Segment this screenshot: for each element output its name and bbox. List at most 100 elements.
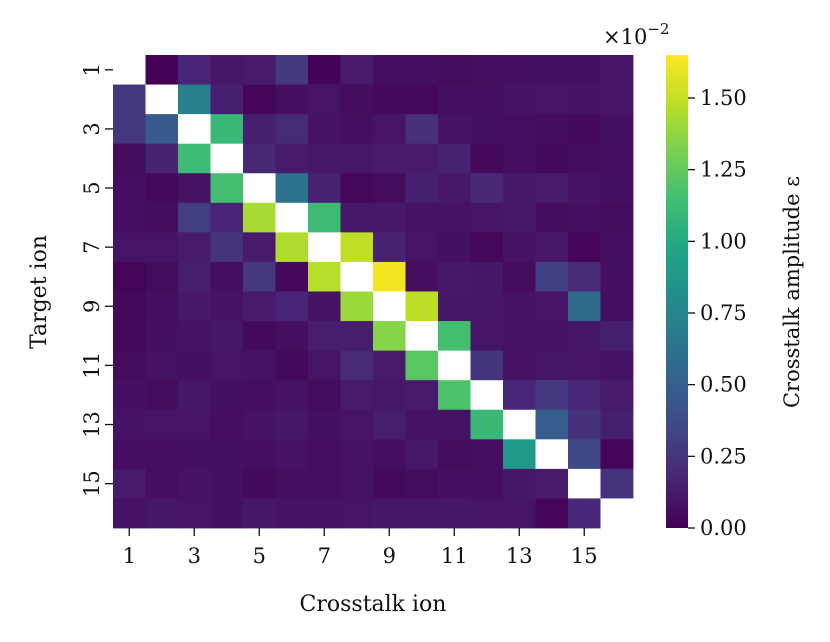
heatmap-cell — [178, 232, 211, 263]
heatmap-cell — [503, 84, 536, 115]
heatmap-cell — [308, 380, 341, 411]
heatmap-cell — [178, 498, 211, 529]
heatmap-cell — [340, 439, 374, 470]
colorbar-multiplier-base: ×10 — [603, 25, 647, 49]
heatmap-cell — [243, 321, 276, 352]
heatmap-cell — [178, 261, 211, 292]
heatmap-cell — [243, 468, 276, 499]
heatmap-cell — [470, 114, 504, 145]
heatmap-cell — [535, 439, 569, 470]
heatmap-cell — [600, 114, 634, 145]
heatmap-cell — [438, 232, 471, 263]
heatmap-cell — [568, 350, 601, 381]
heatmap-cell — [535, 202, 569, 233]
heatmap-cell — [503, 173, 536, 204]
heatmap-cell — [503, 202, 536, 233]
heatmap-cell — [600, 350, 634, 381]
heatmap-cell — [373, 498, 406, 529]
heatmap-cell — [535, 114, 569, 145]
colorbar-tick-label: 1.25 — [700, 158, 747, 182]
y-tick-label: 9 — [80, 300, 104, 313]
heatmap-cell — [438, 380, 471, 411]
heatmap-cell — [308, 232, 341, 263]
heatmap-cell — [308, 173, 341, 204]
heatmap-cell — [178, 114, 211, 145]
heatmap-cell — [405, 232, 439, 263]
heatmap-cell — [535, 261, 569, 292]
heatmap-cell — [568, 498, 601, 529]
heatmap-cell — [470, 468, 504, 499]
heatmap-cell — [113, 380, 146, 411]
colorbar: 0.00 0.25 0.50 0.75 1.00 1.25 1.50 Crosstalk a… — [603, 20, 804, 540]
heatmap-cell — [113, 232, 146, 263]
heatmap-cell — [503, 291, 536, 322]
heatmap-cell — [405, 350, 439, 381]
heatmap-cell — [503, 409, 536, 440]
heatmap-cell — [568, 84, 601, 115]
heatmap-cell — [438, 498, 471, 529]
heatmap-cell — [568, 232, 601, 263]
heatmap-cell — [405, 439, 439, 470]
heatmap-cell — [308, 468, 341, 499]
heatmap-cell — [405, 321, 439, 352]
heatmap-cell — [113, 143, 146, 174]
colorbar-ticks: 0.00 0.25 0.50 0.75 1.00 1.25 1.50 — [688, 86, 747, 540]
x-tick-label: 7 — [318, 544, 331, 568]
heatmap-cell — [340, 55, 374, 85]
heatmap-cell — [535, 321, 569, 352]
heatmap-cell — [340, 291, 374, 322]
heatmap-cell — [535, 350, 569, 381]
heatmap-cell — [373, 439, 406, 470]
heatmap-cell — [438, 143, 471, 174]
heatmap-cell — [178, 55, 211, 85]
heatmap-cell — [373, 261, 406, 292]
x-axis-ticks: 1 3 5 7 9 11 13 15 — [123, 528, 598, 568]
heatmap-cell — [600, 173, 634, 204]
heatmap-cell — [340, 468, 374, 499]
heatmap-cell — [275, 439, 309, 470]
heatmap-cell — [470, 380, 504, 411]
heatmap-cell — [178, 409, 211, 440]
y-tick-label: 15 — [80, 470, 104, 497]
heatmap-cell — [438, 55, 471, 85]
heatmap-cell — [600, 291, 634, 322]
heatmap-cells — [113, 55, 634, 529]
heatmap-cell — [373, 173, 406, 204]
heatmap-cell — [600, 380, 634, 411]
heatmap-cell — [308, 143, 341, 174]
heatmap-cell — [113, 84, 146, 115]
heatmap-cell — [210, 84, 244, 115]
heatmap-cell — [405, 468, 439, 499]
heatmap-cell — [210, 173, 244, 204]
heatmap-cell — [275, 114, 309, 145]
heatmap-cell — [405, 202, 439, 233]
heatmap-cell — [503, 321, 536, 352]
heatmap-cell — [600, 498, 634, 529]
heatmap-cell — [210, 380, 244, 411]
x-tick-label: 15 — [571, 544, 598, 568]
heatmap-cell — [145, 143, 179, 174]
heatmap-cell — [503, 498, 536, 529]
heatmap-cell — [373, 84, 406, 115]
heatmap-cell — [308, 261, 341, 292]
y-tick-label: 5 — [80, 181, 104, 194]
heatmap-cell — [210, 468, 244, 499]
heatmap-cell — [275, 202, 309, 233]
heatmap-cell — [243, 232, 276, 263]
heatmap-cell — [308, 321, 341, 352]
heatmap-cell — [308, 202, 341, 233]
heatmap-cell — [210, 350, 244, 381]
heatmap-cell — [210, 261, 244, 292]
heatmap-cell — [145, 55, 179, 85]
x-tick-label: 11 — [441, 544, 468, 568]
heatmap-cell — [568, 143, 601, 174]
heatmap-cell — [113, 498, 146, 529]
heatmap-cell — [145, 202, 179, 233]
heatmap-cell — [600, 143, 634, 174]
heatmap-cell — [210, 439, 244, 470]
heatmap-cell — [373, 380, 406, 411]
colorbar-tick-label: 0.25 — [700, 444, 747, 468]
heatmap-cell — [470, 439, 504, 470]
heatmap-cell — [210, 498, 244, 529]
heatmap-cell — [178, 468, 211, 499]
